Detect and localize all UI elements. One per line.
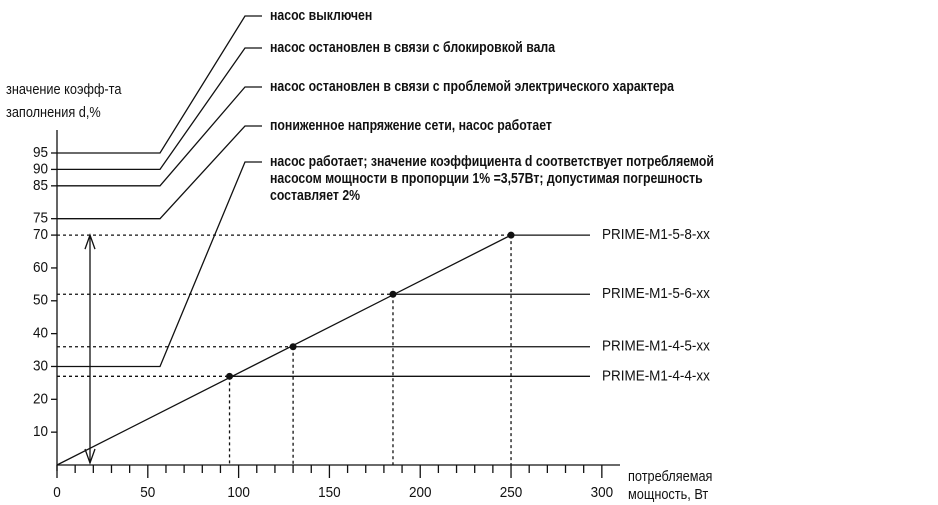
arrow-head: [84, 448, 96, 465]
point-label: PRIME-M1-5-6-xx: [602, 286, 710, 303]
y-tick-label: 10: [33, 424, 48, 441]
x-tick-label: 150: [318, 484, 341, 501]
point-label: PRIME-M1-4-4-xx: [602, 368, 710, 385]
data-point: [289, 343, 297, 351]
annotation-leader: [57, 161, 262, 368]
annotation-text: насос остановлен в связи с блокировкой в…: [270, 39, 555, 55]
y-tick-label: 90: [33, 161, 48, 178]
x-axis-label: потребляемая: [628, 467, 712, 484]
y-tick-label: 75: [33, 210, 48, 227]
data-line: [56, 234, 512, 466]
annotation-text: насос выключен: [270, 7, 372, 23]
point-label: PRIME-M1-5-8-xx: [602, 226, 710, 243]
annotation-text: насосом мощности в пропорции 1% =3,57Вт;…: [270, 170, 703, 186]
annotation-leader: [57, 47, 262, 171]
y-tick-label: 50: [33, 292, 48, 309]
x-tick-label: 300: [591, 484, 614, 501]
y-tick-label: 85: [33, 177, 48, 194]
x-tick-label: 200: [409, 484, 432, 501]
annotation-text: составляет 2%: [270, 187, 360, 203]
y-tick-label: 60: [33, 259, 48, 276]
annotation-leader: [57, 125, 262, 220]
x-tick-label: 0: [53, 484, 61, 501]
annotation-text: насос остановлен в связи с проблемой эле…: [270, 78, 674, 94]
annotation-text: насос работает; значение коэффициента d …: [270, 153, 714, 169]
y-tick-label: 40: [33, 325, 48, 342]
x-tick-label: 250: [500, 484, 523, 501]
annotation-text: пониженное напряжение сети, насос работа…: [270, 117, 552, 133]
point-label: PRIME-M1-4-5-xx: [602, 338, 710, 355]
data-point: [226, 372, 234, 380]
x-axis-label: мощность, Вт: [628, 485, 709, 502]
y-tick-label: 70: [33, 226, 48, 243]
annotation-leader: [57, 15, 262, 154]
data-point: [389, 290, 397, 298]
y-tick-label: 30: [33, 358, 48, 375]
data-point: [507, 231, 515, 239]
annotation-leader: [57, 86, 262, 187]
y-axis-label: значение коэфф-та: [6, 80, 122, 97]
x-tick-label: 100: [227, 484, 250, 501]
y-tick-label: 20: [33, 391, 48, 408]
x-tick-label: 50: [140, 484, 155, 501]
y-tick-label: 95: [33, 144, 48, 161]
y-axis-label: заполнения d,%: [6, 103, 101, 120]
